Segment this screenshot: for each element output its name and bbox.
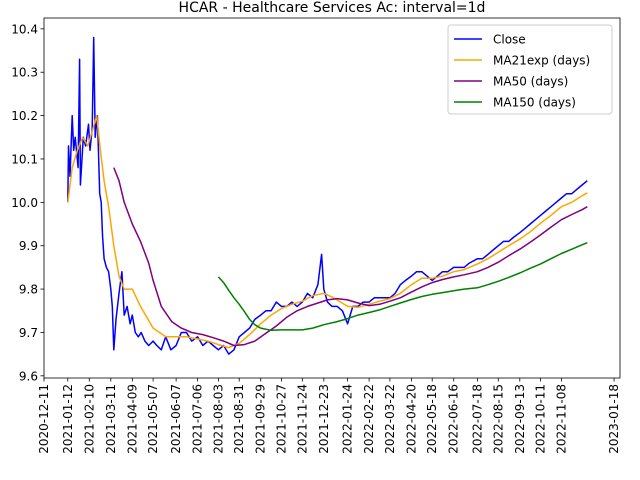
x-tick-label: 2021-03-11 bbox=[104, 384, 118, 454]
x-tick-label: 2022-03-22 bbox=[383, 384, 397, 454]
x-tick-label: 2021-11-24 bbox=[295, 384, 309, 454]
x-tick-label: 2023-01-18 bbox=[607, 384, 621, 454]
y-tick-label: 10.1 bbox=[11, 152, 38, 166]
x-tick-label: 2021-04-09 bbox=[125, 384, 139, 454]
x-tick-label: 2022-06-16 bbox=[447, 384, 461, 454]
y-tick-label: 9.8 bbox=[19, 283, 38, 297]
x-tick-label: 2022-10-11 bbox=[534, 384, 548, 454]
x-tick-label: 2021-09-29 bbox=[254, 384, 268, 454]
x-tick-label: 2022-11-08 bbox=[554, 384, 568, 454]
legend: Close MA21exp (days) MA50 (days) MA150 (day… bbox=[447, 24, 613, 115]
series-line-2 bbox=[113, 167, 588, 347]
x-tick-label: 2021-08-03 bbox=[211, 384, 225, 454]
legend-label: MA21exp (days) bbox=[493, 54, 590, 68]
y-tick-label: 10.4 bbox=[11, 22, 38, 36]
series-line-3 bbox=[217, 242, 588, 332]
x-tick-label: 2022-08-15 bbox=[491, 384, 505, 454]
chart-title: HCAR - Healthcare Services Ac: interval=… bbox=[179, 0, 486, 16]
x-tick-label: 2021-10-27 bbox=[275, 384, 289, 454]
y-tick-label: 9.9 bbox=[19, 239, 38, 253]
x-tick-label: 2020-12-11 bbox=[37, 384, 51, 454]
series-line-1 bbox=[67, 114, 588, 349]
x-tick-label: 2022-07-18 bbox=[470, 384, 484, 454]
y-tick-label: 10.3 bbox=[11, 66, 38, 80]
x-tick-label: 2021-02-10 bbox=[82, 384, 96, 454]
x-tick-label: 2022-09-13 bbox=[513, 384, 527, 454]
x-tick-label: 2022-04-20 bbox=[404, 384, 418, 454]
legend-label: MA50 (days) bbox=[493, 75, 568, 89]
y-tick-label: 10.2 bbox=[11, 109, 38, 123]
x-tick-label: 2021-01-12 bbox=[61, 384, 75, 454]
x-tick-label: 2021-12-23 bbox=[317, 384, 331, 454]
x-tick-label: 2021-08-31 bbox=[232, 384, 246, 454]
axes-layer: 9.6 9.7 9.8 9.9 10.0 10.1 10.2 10.3 10.4 2020-12-… bbox=[11, 22, 621, 453]
x-tick-label: 2022-02-22 bbox=[362, 384, 376, 454]
x-tick-label: 2022-05-18 bbox=[425, 384, 439, 454]
legend-label: MA150 (days) bbox=[493, 96, 576, 110]
x-tick-label: 2022-01-24 bbox=[341, 384, 355, 454]
y-tick-label: 10.0 bbox=[11, 196, 38, 210]
x-tick-label: 2021-06-07 bbox=[169, 384, 183, 454]
x-tick-label: 2021-05-07 bbox=[146, 384, 160, 454]
legend-box bbox=[447, 24, 613, 115]
series-line-0 bbox=[67, 36, 588, 355]
legend-label: Close bbox=[493, 33, 526, 47]
x-tick-label: 2021-07-06 bbox=[191, 384, 205, 454]
y-tick-label: 9.6 bbox=[19, 369, 38, 383]
series-layer bbox=[67, 36, 588, 355]
y-tick-label: 9.7 bbox=[19, 326, 38, 340]
